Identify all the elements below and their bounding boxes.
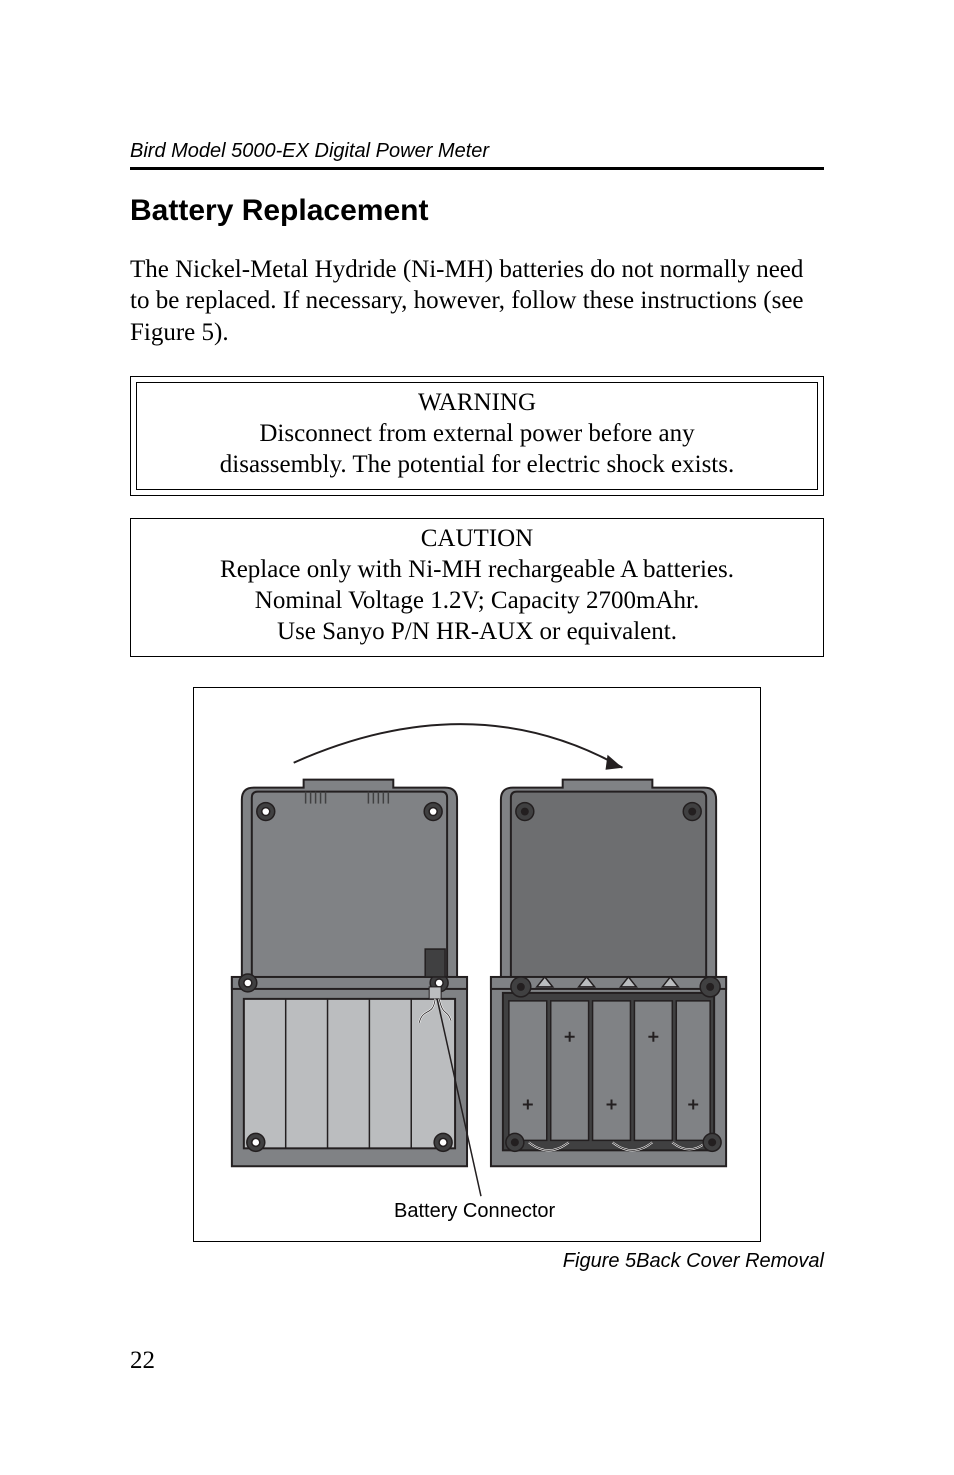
page-number: 22 — [130, 1347, 155, 1375]
figure-caption: Figure 5Back Cover Removal — [130, 1250, 824, 1273]
caution-line1: Replace only with Ni-MH rechargeable A b… — [220, 556, 734, 583]
warning-heading: WARNING — [147, 387, 807, 418]
warning-box: WARNING Disconnect from external power b… — [130, 376, 824, 496]
figure-connector-label: Battery Connector — [394, 1200, 555, 1223]
warning-inner: WARNING Disconnect from external power b… — [136, 382, 818, 490]
warning-line2: disassembly. The potential for electric … — [220, 451, 734, 478]
caution-line3: Use Sanyo P/N HR-AUX or equivalent. — [277, 618, 677, 645]
warning-line1: Disconnect from external power before an… — [259, 420, 694, 447]
intro-paragraph: The Nickel-Metal Hydride (Ni-MH) batteri… — [130, 254, 824, 348]
back-cover-diagram — [194, 688, 760, 1241]
section-title: Battery Replacement — [130, 194, 824, 228]
running-header: Bird Model 5000-EX Digital Power Meter — [130, 140, 824, 170]
caution-box: CAUTION Replace only with Ni-MH recharge… — [130, 518, 824, 657]
caution-heading: CAUTION — [141, 523, 813, 554]
figure-5: Battery Connector — [193, 687, 761, 1242]
caution-line2: Nominal Voltage 1.2V; Capacity 2700mAhr. — [255, 587, 699, 614]
